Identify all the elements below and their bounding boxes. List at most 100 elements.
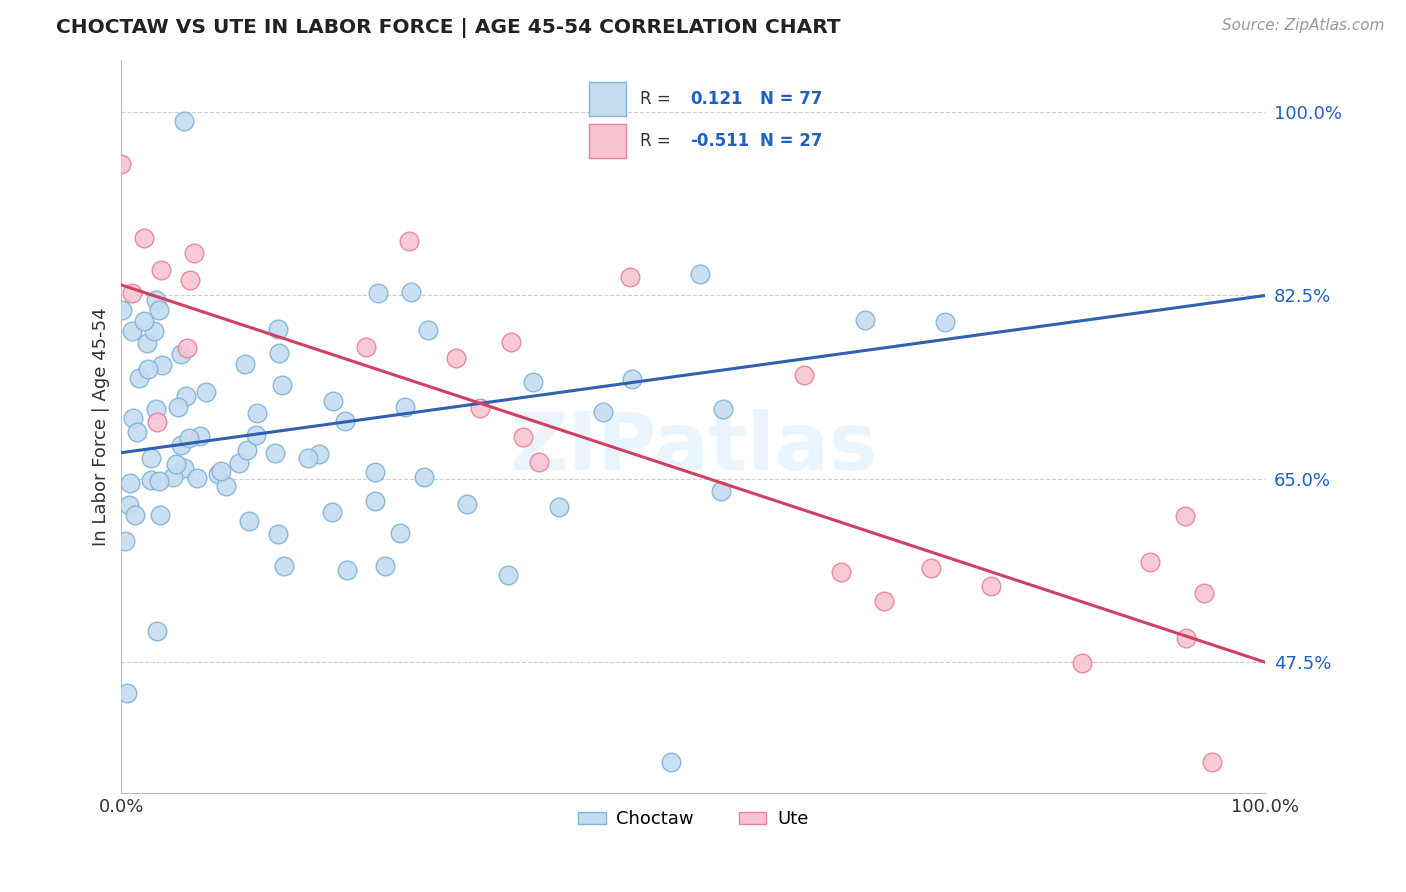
Point (173, 461, 195, 475)
Point (269, 346, 291, 360)
Text: R =: R = (640, 132, 671, 150)
Text: ZIPatlas: ZIPatlas (509, 409, 877, 488)
Point (149, 508, 172, 522)
Point (136, 335, 159, 350)
Point (689, 268, 711, 282)
Point (980, 578, 1002, 592)
Point (145, 624, 167, 639)
Point (413, 469, 436, 483)
Point (1139, 555, 1161, 569)
Point (118, 498, 141, 512)
FancyBboxPatch shape (589, 82, 626, 116)
Point (297, 450, 319, 465)
Point (872, 594, 894, 608)
Point (121, 324, 143, 338)
Point (444, 351, 467, 365)
Point (165, 457, 187, 471)
Point (117, 686, 139, 700)
Point (364, 494, 387, 508)
Point (127, 425, 149, 440)
Point (934, 315, 956, 329)
Point (132, 314, 155, 328)
Point (121, 286, 143, 301)
Point (920, 560, 942, 574)
Y-axis label: In Labor Force | Age 45-54: In Labor Force | Age 45-54 (93, 307, 110, 546)
Point (830, 566, 852, 580)
Point (169, 437, 191, 451)
Point (512, 430, 534, 444)
Text: Source: ZipAtlas.com: Source: ZipAtlas.com (1222, 18, 1385, 33)
Point (114, 533, 136, 548)
Point (367, 286, 389, 301)
Point (264, 445, 287, 459)
Point (468, 401, 491, 415)
Point (146, 415, 169, 429)
Point (456, 497, 478, 511)
Point (374, 559, 396, 574)
Legend: Choctaw, Ute: Choctaw, Ute (571, 803, 815, 836)
Point (793, 368, 815, 383)
Point (170, 346, 193, 360)
Point (354, 340, 377, 354)
Point (148, 474, 170, 488)
Point (501, 334, 523, 349)
Point (194, 385, 217, 400)
Text: CHOCTAW VS UTE IN LABOR FORCE | AGE 45-54 CORRELATION CHART: CHOCTAW VS UTE IN LABOR FORCE | AGE 45-5… (56, 18, 841, 37)
Point (592, 405, 614, 419)
Point (136, 361, 159, 376)
Point (145, 293, 167, 307)
Point (394, 400, 416, 414)
Point (139, 450, 162, 465)
Point (183, 246, 205, 260)
Point (118, 475, 141, 490)
Point (134, 231, 156, 245)
Point (145, 401, 167, 416)
Point (179, 273, 201, 287)
FancyBboxPatch shape (589, 124, 626, 158)
Point (548, 500, 571, 514)
Point (162, 469, 184, 483)
Point (246, 407, 269, 421)
Point (174, 389, 197, 403)
Text: 0.121: 0.121 (690, 90, 742, 108)
Point (522, 376, 544, 390)
Point (710, 484, 733, 499)
Point (271, 377, 294, 392)
Point (233, 357, 256, 371)
Point (110, 157, 132, 171)
Point (176, 341, 198, 355)
Point (308, 447, 330, 461)
Point (236, 443, 259, 458)
Point (529, 454, 551, 468)
Point (267, 321, 290, 335)
Point (122, 410, 145, 425)
Point (619, 270, 641, 285)
Point (853, 312, 876, 326)
Point (167, 400, 190, 414)
Point (1201, 755, 1223, 769)
Point (321, 505, 343, 519)
Point (111, 303, 134, 318)
Point (177, 431, 200, 445)
Point (496, 567, 519, 582)
Point (711, 402, 734, 417)
Point (273, 558, 295, 573)
Point (207, 467, 229, 481)
Point (139, 473, 162, 487)
Point (152, 358, 174, 372)
Point (398, 234, 420, 248)
Text: -0.511: -0.511 (690, 132, 749, 150)
Text: N = 27: N = 27 (759, 132, 823, 150)
Point (149, 262, 172, 277)
Point (416, 323, 439, 337)
Point (238, 514, 260, 528)
Point (1192, 586, 1215, 600)
Point (128, 371, 150, 385)
Point (1174, 631, 1197, 645)
Text: N = 77: N = 77 (759, 90, 823, 108)
Point (620, 372, 643, 386)
Point (148, 302, 170, 317)
Point (336, 563, 359, 577)
Point (209, 464, 232, 478)
Point (245, 427, 267, 442)
